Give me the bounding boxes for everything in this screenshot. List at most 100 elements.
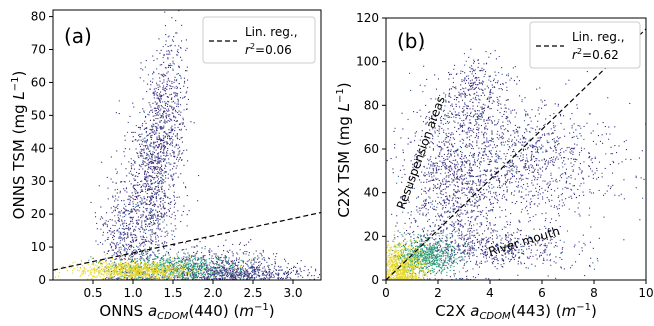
scatter-point: [176, 120, 178, 122]
scatter-point: [222, 261, 224, 263]
scatter-point: [124, 268, 126, 270]
scatter-point: [140, 269, 142, 271]
scatter-point: [189, 274, 191, 276]
scatter-point: [139, 165, 141, 167]
scatter-point: [111, 241, 113, 243]
scatter-point: [173, 151, 175, 153]
scatter-point: [160, 262, 162, 264]
scatter-point: [93, 267, 95, 269]
scatter-point: [162, 169, 164, 171]
scatter-point: [163, 61, 165, 63]
scatter-point: [151, 162, 153, 164]
scatter-point: [111, 231, 113, 233]
scatter-point: [118, 227, 120, 229]
y-tick-label: 30: [31, 174, 46, 188]
scatter-point: [152, 177, 154, 179]
scatter-point: [161, 95, 163, 97]
scatter-point: [108, 250, 110, 252]
scatter-point: [186, 108, 188, 110]
scatter-point: [143, 183, 145, 185]
scatter-point: [216, 270, 218, 272]
scatter-point: [169, 201, 171, 203]
scatter-point: [83, 271, 85, 273]
scatter-point: [156, 211, 158, 213]
scatter-point: [167, 77, 169, 79]
scatter-point: [234, 273, 236, 275]
scatter-point: [155, 118, 157, 120]
scatter-point: [157, 124, 159, 126]
scatter-point: [131, 234, 133, 236]
scatter-point: [154, 188, 156, 190]
scatter-point: [240, 275, 242, 277]
scatter-point: [151, 277, 153, 279]
scatter-point: [454, 231, 456, 233]
scatter-point: [160, 147, 162, 149]
scatter-point: [153, 258, 155, 260]
scatter-point: [169, 94, 171, 96]
scatter-point: [225, 256, 227, 258]
scatter-point: [169, 198, 171, 200]
scatter-point: [145, 278, 147, 280]
scatter-point: [145, 60, 147, 62]
scatter-point: [193, 251, 195, 253]
scatter-point: [219, 275, 221, 277]
scatter-point: [260, 253, 262, 255]
scatter-point: [171, 276, 173, 278]
scatter-point: [95, 216, 97, 218]
scatter-point: [152, 217, 154, 219]
scatter-point: [166, 83, 168, 85]
scatter-point: [193, 273, 195, 275]
scatter-point: [140, 278, 142, 280]
scatter-point: [188, 260, 190, 262]
scatter-point: [145, 179, 147, 181]
scatter-point: [448, 156, 450, 158]
scatter-point: [218, 267, 220, 269]
scatter-point: [151, 274, 153, 276]
scatter-point: [92, 275, 94, 277]
scatter-point: [147, 217, 149, 219]
scatter-point: [176, 133, 178, 135]
scatter-point: [266, 274, 268, 276]
scatter-point: [236, 275, 238, 277]
scatter-point: [184, 96, 186, 98]
scatter-point: [148, 174, 150, 176]
scatter-point: [101, 260, 103, 262]
scatter-point: [163, 125, 165, 127]
scatter-point: [256, 274, 258, 276]
scatter-point: [233, 275, 235, 277]
scatter-point: [171, 213, 173, 215]
scatter-point: [116, 273, 118, 275]
scatter-point: [137, 273, 139, 275]
scatter-point: [112, 278, 114, 280]
scatter-point: [469, 145, 471, 147]
scatter-point: [170, 127, 172, 129]
scatter-point: [163, 276, 165, 278]
scatter-point: [286, 272, 288, 274]
scatter-point: [228, 257, 230, 259]
scatter-point: [226, 274, 228, 276]
scatter-point: [129, 213, 131, 215]
scatter-point: [410, 222, 412, 224]
scatter-point: [161, 271, 163, 273]
scatter-point: [143, 266, 145, 268]
scatter-point: [155, 232, 157, 234]
scatter-point: [100, 269, 102, 271]
scatter-point: [156, 270, 158, 272]
scatter-point: [161, 188, 163, 190]
scatter-point: [239, 242, 241, 244]
scatter-point: [134, 234, 136, 236]
scatter-point: [134, 276, 136, 278]
scatter-point: [132, 278, 134, 280]
scatter-point: [240, 268, 242, 270]
scatter-point: [143, 245, 145, 247]
scatter-point: [148, 261, 150, 263]
scatter-point: [138, 264, 140, 266]
scatter-point: [180, 47, 182, 49]
scatter-point: [158, 271, 160, 273]
scatter-point: [156, 114, 158, 116]
scatter-point: [144, 171, 146, 173]
scatter-point: [131, 268, 133, 270]
scatter-point: [246, 271, 248, 273]
scatter-point: [180, 221, 182, 223]
scatter-point: [204, 255, 206, 257]
